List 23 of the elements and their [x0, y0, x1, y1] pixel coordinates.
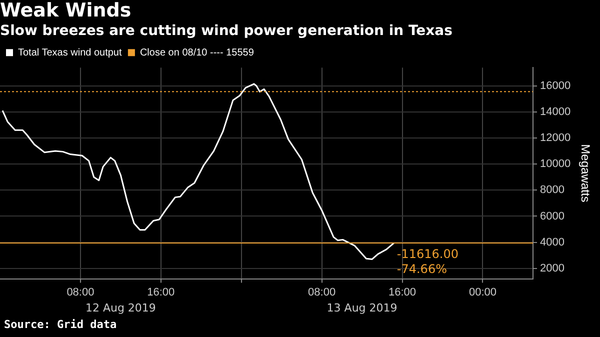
y-tick-label: 8000	[540, 184, 564, 196]
x-tick-label: 16:00	[388, 286, 416, 298]
y-axis-title: Megawatts	[578, 144, 592, 202]
annotation: -11616.00	[396, 247, 458, 262]
y-tick-label: 2000	[540, 262, 564, 274]
legend-label: Total Texas wind output	[18, 47, 122, 58]
source-note: Source: Grid data	[3, 318, 118, 331]
x-tick-label: 16:00	[147, 286, 175, 298]
x-tick-label: 08:00	[66, 286, 94, 298]
text: 13 Aug 2019	[326, 301, 398, 314]
x-tick-label: 00:00	[468, 286, 496, 298]
text: 12 Aug 2019	[85, 301, 156, 314]
y-tick-label: 16000	[540, 80, 571, 92]
annotation: -74.66%	[396, 262, 447, 276]
y-tick-label: 10000	[540, 158, 571, 170]
y-tick-label: 4000	[540, 236, 564, 248]
x-tick-label: 08:00	[308, 286, 336, 298]
chart-title: Weak Winds	[0, 0, 132, 22]
y-tick-label: 14000	[540, 106, 571, 118]
y-tick-label: 6000	[540, 210, 564, 222]
legend-label: Close on 08/10 ---- 15559	[140, 47, 254, 58]
y-tick-label: 12000	[540, 132, 571, 144]
chart-subtitle: Slow breezes are cutting wind power generation in Texas	[0, 22, 452, 39]
